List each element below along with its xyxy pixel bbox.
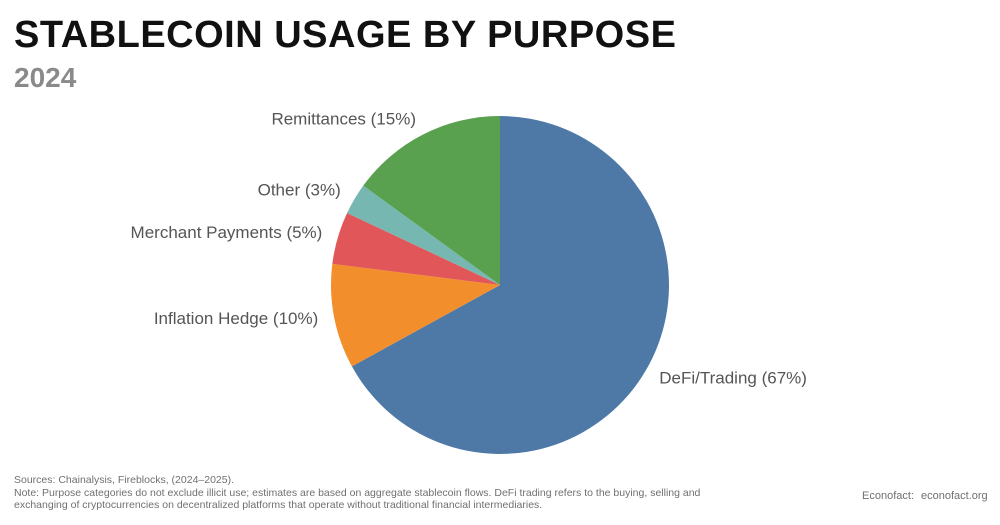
footnote-line-1: Note: Purpose categories do not exclude … <box>14 486 701 499</box>
slice-label-other: Other (3%) <box>258 180 341 199</box>
sources-note: Sources: Chainalysis, Fireblocks, (2024–… <box>14 474 235 486</box>
brand-url[interactable]: econofact.org <box>921 490 988 502</box>
brand-label: Econofact: <box>862 490 914 502</box>
pie-slice-remittances <box>363 116 500 285</box>
slice-label-inflation-hedge: Inflation Hedge (10%) <box>154 309 318 328</box>
footnote-line-2: exchanging of cryptocurrencies on decent… <box>14 499 543 511</box>
pie-chart: DeFi/Trading (67%) Inflation Hedge (10%) M… <box>131 110 807 454</box>
chart-footer: Sources: Chainalysis, Fireblocks, (2024–… <box>14 474 774 512</box>
pie-slice-other <box>347 185 500 285</box>
slice-label-remittances: Remittances (15%) <box>271 110 416 129</box>
pie-slice-defi-trading <box>351 116 670 454</box>
pie-slice-inflation-hedge <box>331 263 500 367</box>
chart-subtitle: 2024 <box>14 62 77 93</box>
chart-title: STABLECOIN USAGE BY PURPOSE <box>14 14 677 56</box>
pie-slice-merchant-payments <box>332 213 500 285</box>
slice-label-defi-trading: DeFi/Trading (67%) <box>659 369 807 388</box>
slice-label-merchant-payments: Merchant Payments (5%) <box>131 223 323 242</box>
